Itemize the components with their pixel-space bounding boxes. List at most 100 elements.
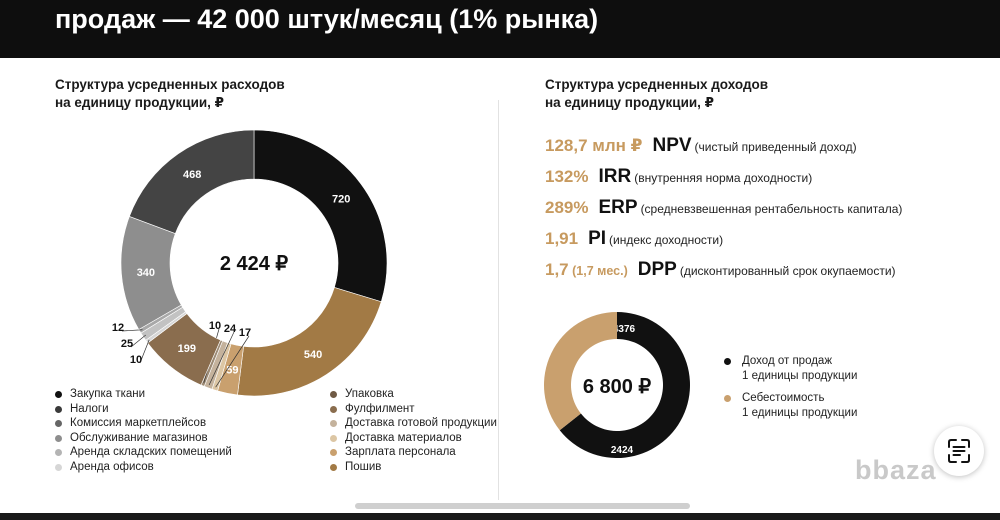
legend-label: Доставка материалов — [345, 431, 462, 444]
legend-dot-icon — [55, 405, 62, 413]
legend-dot-icon — [724, 395, 731, 402]
legend-dot-icon — [330, 405, 337, 413]
income-slice-1 — [544, 312, 617, 431]
expense-slice-label: 24 — [224, 323, 237, 335]
income-slice-label: 2424 — [611, 445, 634, 456]
legend-sublabel: 1 единицы продукции — [742, 369, 858, 382]
legend-label: Доставка готовой продукции — [345, 417, 497, 430]
expenses-legend-item: Аренда складских помещений — [55, 445, 270, 460]
expense-slice-1 — [237, 287, 382, 397]
expenses-title: Структура усредненных расходов на единиц… — [55, 76, 285, 112]
legend-dot-icon — [55, 449, 62, 457]
expense-slice-label: 340 — [137, 267, 155, 279]
expenses-legend-item: Аренда офисов — [55, 460, 270, 475]
income-slice-0 — [559, 312, 690, 458]
expense-slice-label: 720 — [332, 193, 350, 205]
legend-dot-icon — [55, 420, 62, 428]
metric-abbreviation: NPV — [652, 135, 692, 156]
expense-leader-line — [208, 331, 235, 386]
metric-value: 289% — [545, 198, 589, 217]
expense-slice-11 — [129, 129, 255, 234]
page-title: продаж — 42 000 штук/месяц (1% рынка) — [55, 4, 599, 34]
legend-dot-icon — [55, 391, 62, 398]
expense-slice-label: 199 — [178, 343, 196, 355]
metric-row: 1,7 (1,7 мес.) DPP (дисконтированный срок … — [545, 259, 896, 281]
text-scan-icon — [948, 439, 970, 463]
expense-leader-line — [139, 339, 150, 364]
metric-row: 132% IRR (внутренняя норма доходности) — [545, 166, 812, 188]
header-bar: продаж — 42 000 штук/месяц (1% рынка) — [0, 0, 1000, 58]
income-title-line2: на единицу продукции, ₽ — [545, 95, 715, 110]
expenses-legend-item: Упаковка — [330, 387, 500, 402]
expenses-legend-item: Комиссия маркетплейсов — [55, 416, 270, 431]
legend-label: Аренда офисов — [70, 460, 154, 473]
expenses-legend-item: Закупка ткани — [55, 387, 270, 402]
expenses-legend-item: Доставка готовой продукции — [330, 416, 500, 431]
income-title-line1: Структура усредненных доходов — [545, 77, 769, 92]
legend-label: Упаковка — [345, 388, 394, 400]
legend-label: Зарплата персонала — [345, 446, 456, 459]
metric-description: (чистый приведенный доход) — [694, 140, 857, 154]
horizontal-scrollbar[interactable] — [355, 503, 690, 509]
expenses-legend-col1: Закупка ткани Налоги Комиссия маркетплейсо… — [55, 387, 270, 475]
legend-label: Закупка ткани — [70, 388, 146, 400]
legend-label: Налоги — [70, 402, 109, 415]
legend-dot-icon — [724, 358, 731, 365]
income-slice-label: 4376 — [613, 324, 636, 335]
expenses-title-line2: на единицу продукции, ₽ — [55, 95, 225, 110]
legend-dot-icon — [330, 463, 337, 471]
metric-abbreviation: DPP — [637, 259, 677, 280]
metric-value: 128,7 млн ₽ — [545, 136, 643, 155]
legend-dot-icon — [330, 449, 337, 457]
expense-slice-label: 12 — [112, 322, 124, 334]
income-legend: Доход от продаж 1 единицы продукции Себест… — [722, 354, 857, 428]
metric-description: (дисконтированный срок окупаемости) — [679, 264, 896, 278]
expenses-legend-item: Зарплата персонала — [330, 445, 500, 460]
watermark-logo: bbaza — [855, 455, 937, 485]
expense-leader-line — [215, 335, 250, 388]
expense-slice-label: 59 — [226, 364, 238, 376]
legend-dot-icon — [55, 463, 62, 471]
expense-leader-line — [121, 329, 143, 332]
metric-abbreviation: IRR — [598, 166, 632, 187]
income-title: Структура усредненных доходов на единицу… — [545, 76, 768, 112]
metric-value-note: (1,7 мес.) — [568, 264, 628, 278]
expense-slice-label: 17 — [239, 327, 251, 339]
metric-description: (средневзвешенная рентабельность капитал… — [640, 202, 903, 216]
income-legend-item: Себестоимость 1 единицы продукции — [722, 391, 857, 420]
metric-value: 1,91 — [545, 229, 579, 248]
expenses-legend-item: Фулфилмент — [330, 402, 500, 417]
metric-value: 132% — [545, 167, 589, 186]
metric-row: 128,7 млн ₽ NPV (чистый приведенный доход) — [545, 135, 857, 157]
legend-label: Себестоимость — [742, 392, 825, 404]
expenses-title-line1: Структура усредненных расходов — [55, 77, 285, 92]
expenses-legend-item: Пошив — [330, 460, 500, 475]
legend-label: Обслуживание магазинов — [70, 431, 208, 444]
bottom-strip — [0, 513, 1000, 520]
legend-label: Аренда складских помещений — [70, 446, 232, 459]
legend-label: Фулфилмент — [345, 402, 415, 415]
expense-slice-0 — [253, 129, 388, 303]
metric-abbreviation: ERP — [598, 197, 638, 218]
legend-dot-icon — [330, 420, 337, 428]
legend-label: Пошив — [345, 460, 382, 473]
metric-value: 1,7 (1,7 мес.) — [545, 260, 628, 279]
legend-dot-icon — [330, 391, 337, 398]
legend-dot-icon — [330, 434, 337, 442]
legend-label: Доход от продаж — [742, 355, 833, 367]
expense-slice-label: 25 — [121, 338, 133, 350]
expense-slice-label: 10 — [130, 354, 142, 366]
metric-description: (индекс доходности) — [609, 233, 724, 247]
legend-label: Комиссия маркетплейсов — [70, 417, 207, 430]
metric-row: 1,91 PI (индекс доходности) — [545, 228, 723, 250]
expenses-legend-item: Налоги — [55, 402, 270, 417]
income-total: 6 800 ₽ — [583, 376, 652, 398]
income-legend-item: Доход от продаж 1 единицы продукции — [722, 354, 857, 383]
legend-sublabel: 1 единицы продукции — [742, 406, 858, 419]
expenses-legend-item: Доставка материалов — [330, 431, 500, 446]
expenses-total: 2 424 ₽ — [220, 253, 289, 275]
metric-description: (внутренняя норма доходности) — [634, 171, 813, 185]
scan-text-button[interactable] — [934, 426, 984, 476]
legend-dot-icon — [55, 434, 62, 442]
expenses-legend-col2: Упаковка Фулфилмент Доставка готовой проду… — [330, 387, 500, 475]
